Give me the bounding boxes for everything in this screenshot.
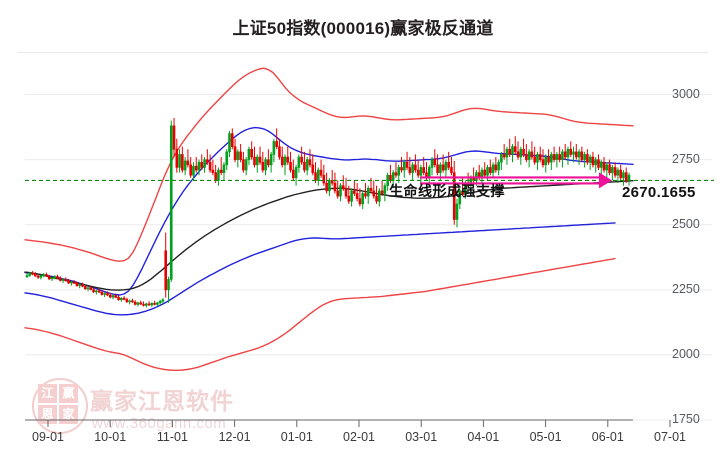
x-axis-label-04-01: 04-01	[467, 430, 500, 444]
watermark-brand: 赢家江恩软件	[90, 388, 234, 414]
x-axis-label-10-01: 10-01	[94, 430, 127, 444]
x-axis-label-06-01: 06-01	[591, 430, 624, 444]
watermark-seal-icon: 江 赢 恩 家	[32, 378, 88, 434]
band-series-3	[24, 222, 616, 316]
y-axis-label-2750: 2750	[672, 151, 700, 166]
band-series-1	[24, 126, 634, 296]
y-axis-label-2500: 2500	[672, 216, 700, 231]
seal-char-3: 家	[59, 405, 78, 424]
candlestick-series	[25, 117, 631, 308]
x-axis-label-03-01: 03-01	[405, 430, 438, 444]
title-divider	[18, 52, 708, 53]
support-annotation: 生命线形成强支撑	[389, 183, 505, 199]
x-axis-label-09-01: 09-01	[32, 430, 64, 444]
x-axis-label-12-01: 12-01	[218, 430, 251, 444]
seal-char-2: 恩	[38, 405, 57, 424]
band-series-4	[24, 257, 616, 371]
x-axis-label-07-01: 07-01	[654, 430, 686, 444]
page-title: 上证50指数(000016)赢家极反通道	[232, 19, 494, 38]
band-series-0	[24, 67, 634, 262]
seal-char-1: 赢	[59, 384, 78, 403]
x-axis-label-02-01: 02-01	[343, 430, 375, 444]
support-arrow-icon	[420, 172, 612, 189]
y-axis-label-2000: 2000	[672, 346, 700, 361]
y-axis-label-2250: 2250	[672, 281, 700, 296]
y-axis-label-3000: 3000	[672, 86, 700, 101]
x-axis-label-01-01: 01-01	[280, 430, 313, 444]
seal-char-0: 江	[38, 384, 57, 403]
y-axis-label-1750: 1750	[672, 412, 700, 426]
watermark-url: www.360gann.com	[92, 415, 227, 432]
current-price-label: 2670.1655	[622, 184, 696, 201]
x-axis-label-11-01: 11-01	[156, 430, 188, 444]
x-axis-label-05-01: 05-01	[529, 430, 562, 444]
band-series-2	[24, 179, 634, 291]
